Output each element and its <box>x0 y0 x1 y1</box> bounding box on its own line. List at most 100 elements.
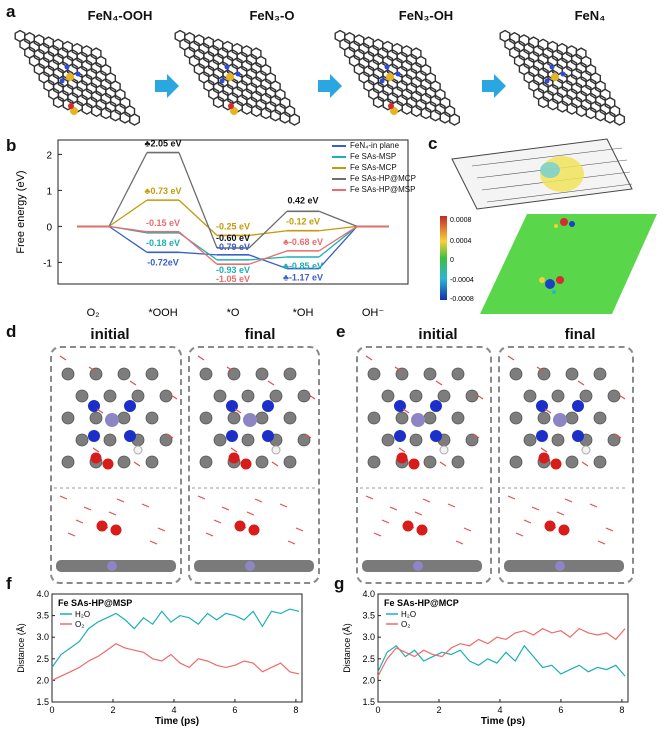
carbon-atom <box>409 389 423 403</box>
carbon-atom <box>269 389 283 403</box>
y-tick-label: 3.5 <box>36 611 49 621</box>
water-molecule <box>205 532 214 537</box>
carbon-atom <box>607 433 621 447</box>
n-atom <box>262 430 274 442</box>
graphene-sheet <box>334 29 460 126</box>
water-molecule <box>166 433 174 439</box>
o-atom <box>388 103 394 109</box>
series-line <box>51 643 300 681</box>
colorbar-tick: 0 <box>450 257 454 264</box>
legend-label: Fe SAs-MSP <box>350 152 397 161</box>
water-molecule <box>116 498 125 503</box>
transition-line <box>178 152 218 249</box>
fe-atom <box>413 561 423 571</box>
h-atom <box>581 445 591 455</box>
carbon-atom <box>437 389 451 403</box>
water-molecule <box>577 380 585 386</box>
water-molecule <box>618 394 626 400</box>
fe-atom <box>553 413 567 427</box>
energy-value-label: -0.79 eV <box>216 242 250 252</box>
water-molecule <box>463 527 472 532</box>
plot-frame <box>377 593 629 703</box>
x-axis-label: Time (ps) <box>155 716 199 727</box>
transition-line <box>178 251 218 256</box>
y-tick-label: 2.0 <box>362 675 375 685</box>
charge-map-spots <box>539 218 575 294</box>
carbon-atom <box>159 389 173 403</box>
series-line <box>77 225 389 265</box>
carbon-atom <box>75 433 89 447</box>
carbon-atom <box>159 433 173 447</box>
water-molecule <box>67 532 76 537</box>
water-molecule <box>141 503 150 508</box>
x-tick-label: 6 <box>232 705 237 715</box>
panel-d-final-label: final <box>244 326 276 343</box>
water-molecule <box>271 461 279 467</box>
y-tick-label: 2 <box>46 150 52 161</box>
carbon-atom <box>117 455 131 469</box>
panel-d-initial-label: initial <box>90 326 130 343</box>
water-molecule <box>515 532 524 537</box>
water-molecule <box>472 433 480 439</box>
carbon-atom <box>537 367 551 381</box>
colorbar-tick: 0.0008 <box>450 217 472 224</box>
panel-label-d: d <box>6 322 17 341</box>
water-molecule <box>389 506 398 511</box>
carbon-atom <box>255 455 269 469</box>
panel-label-e: e <box>336 322 346 341</box>
fe-atom <box>105 413 119 427</box>
o-atom <box>248 524 260 536</box>
x-tick-label: 6 <box>558 705 563 715</box>
n-atom <box>395 71 401 77</box>
panel-a-structures <box>14 29 625 126</box>
transition-line <box>318 225 358 258</box>
transition-line <box>318 225 358 269</box>
y-tick-label: 2.5 <box>36 654 49 664</box>
water-molecule <box>373 532 382 537</box>
x-tick-label: 4 <box>171 705 176 715</box>
carbon-atom <box>131 389 145 403</box>
chart-title: Fe SAs-HP@MCP <box>384 598 459 608</box>
transition-line <box>318 225 358 252</box>
energy-value-label: -0.25 eV <box>216 221 250 231</box>
n-atom <box>572 430 584 442</box>
energy-value-label: ♣-0.85 eV <box>283 261 323 271</box>
legend-label: Fe SAs-HP@MSP <box>350 185 416 194</box>
panel-a-title-2: FeN₃-O <box>249 8 295 23</box>
y-tick-label: 3.5 <box>362 611 375 621</box>
water-molecule <box>149 540 158 545</box>
transition-line <box>108 152 148 227</box>
n-atom <box>430 400 442 412</box>
arrow-icon <box>155 74 179 98</box>
carbon-atom <box>145 455 159 469</box>
distance-chart-mcp: 0 2 4 6 8 1.5 2.0 2.5 3.0 3.5 4.0 Time (ps) Distance… <box>342 589 629 727</box>
colorbar-tick: -0.0004 <box>450 277 474 284</box>
water-molecule <box>88 366 96 372</box>
x-tick-label: 8 <box>293 705 298 715</box>
fe-atom <box>243 413 257 427</box>
h-atom <box>133 445 143 455</box>
panel-a-title-3: FeN₃-OH <box>398 8 454 23</box>
energy-value-label: ♣-1.17 eV <box>283 273 323 283</box>
carbon-atom <box>283 367 297 381</box>
carbon-atom <box>117 411 131 425</box>
panel-e-final-box <box>498 346 634 584</box>
energy-value-label: -0.12 eV <box>286 217 320 227</box>
n-atom <box>59 78 65 84</box>
carbon-atom <box>227 367 241 381</box>
md-snapshot <box>54 355 178 572</box>
carbon-atom <box>593 367 607 381</box>
fe-atom <box>226 73 234 81</box>
h-atom <box>271 445 281 455</box>
o-atom <box>408 458 420 470</box>
charge-density-figure: 0.0008 0.0004 0 -0.0004 -0.0008 <box>440 138 657 314</box>
x-tick-label: 0 <box>49 705 54 715</box>
series-line <box>377 644 626 677</box>
water-molecule <box>507 355 515 361</box>
legend-label: Fe SAs-HP@MCP <box>350 174 416 183</box>
n-atom <box>560 71 566 77</box>
carbon-atom <box>423 411 437 425</box>
colorbar-tick: 0.0004 <box>450 238 472 245</box>
water-molecule <box>254 498 263 503</box>
water-molecule <box>507 495 516 500</box>
